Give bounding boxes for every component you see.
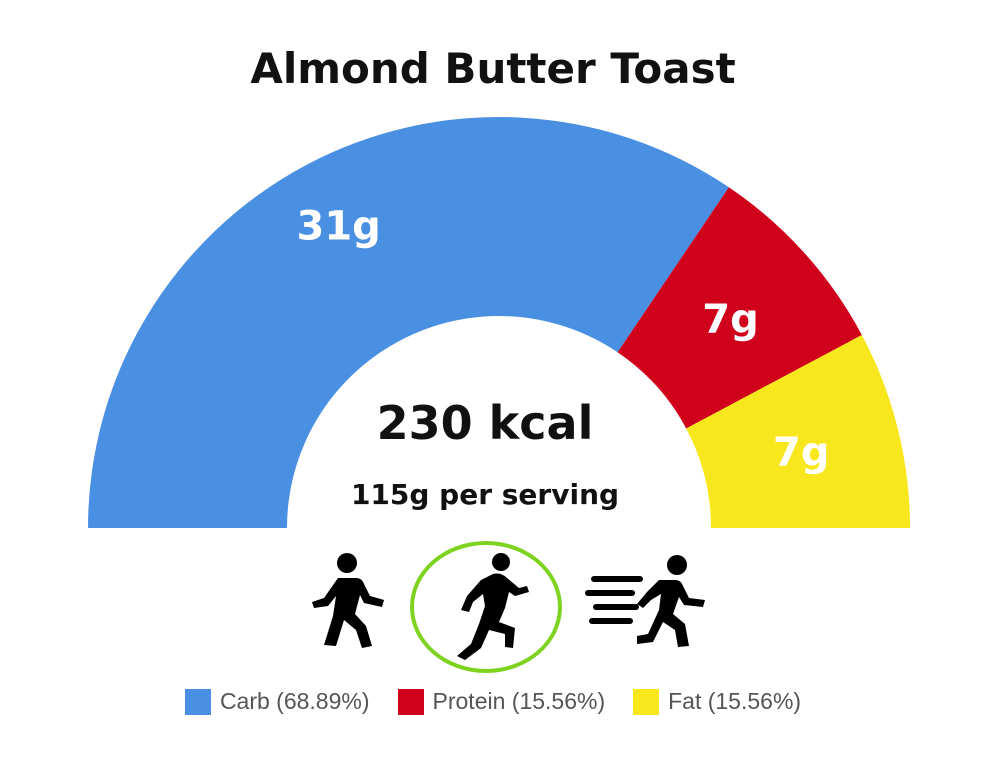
walking-person-icon bbox=[312, 553, 384, 648]
running-person-icon[interactable] bbox=[443, 550, 533, 665]
slice-fat bbox=[686, 335, 910, 528]
semi-donut-chart: 31g 7g 7g bbox=[88, 117, 910, 528]
legend-swatch-protein bbox=[397, 688, 424, 715]
legend-label-fat: Fat (15.56%) bbox=[668, 688, 802, 714]
serving-size: 115g per serving bbox=[350, 478, 620, 511]
slice-label-fat: 7g bbox=[773, 430, 829, 476]
calories-value: 230 kcal bbox=[376, 396, 594, 450]
legend-item-protein: Protein (15.56%) bbox=[397, 688, 606, 715]
legend-item-carb: Carb (68.89%) bbox=[184, 688, 370, 715]
legend-label-protein: Protein (15.56%) bbox=[432, 688, 606, 714]
legend-item-fat: Fat (15.56%) bbox=[633, 688, 801, 715]
sprinting-person-icon bbox=[585, 555, 705, 647]
slice-protein bbox=[617, 187, 862, 429]
slice-carb bbox=[88, 117, 729, 528]
legend-label-carb: Carb (68.89%) bbox=[219, 688, 370, 714]
chart-title: Almond Butter Toast bbox=[250, 44, 736, 93]
legend: Carb (68.89%) Protein (15.56%) Fat (15.5… bbox=[0, 688, 986, 715]
slice-label-protein: 7g bbox=[702, 297, 758, 343]
legend-swatch-carb bbox=[184, 688, 211, 715]
activity-selected-ring[interactable] bbox=[410, 541, 562, 673]
slice-label-carb: 31g bbox=[297, 203, 381, 249]
legend-swatch-fat bbox=[633, 688, 660, 715]
